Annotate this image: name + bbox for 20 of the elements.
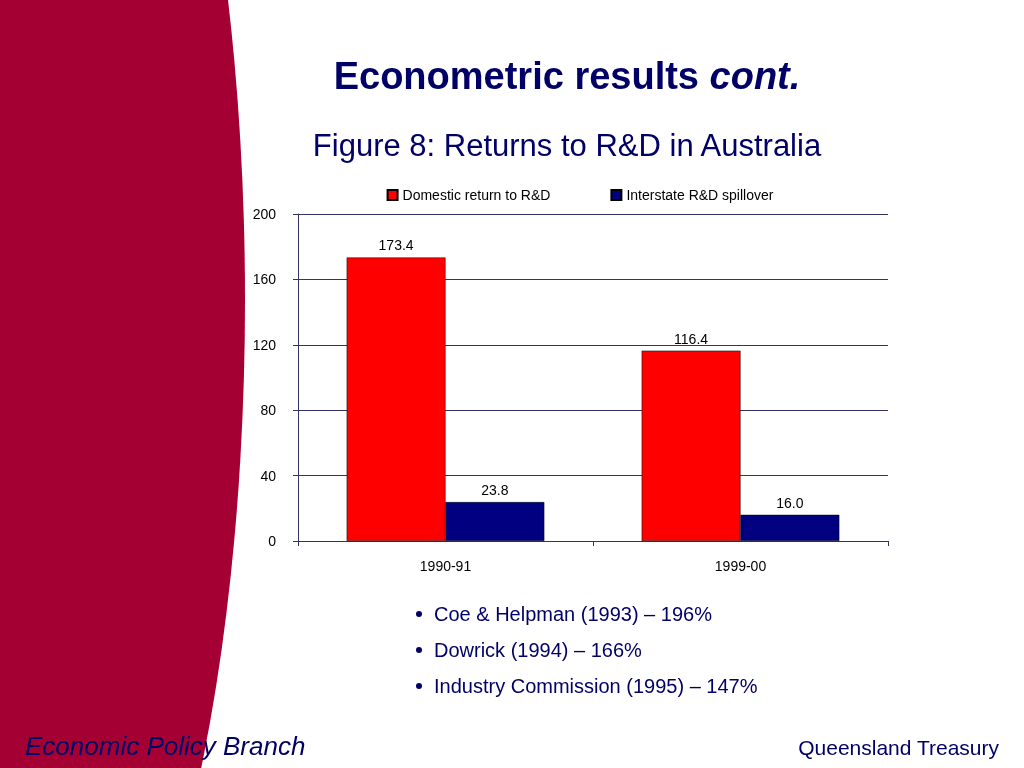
chart-subtitle: Figure 8: Returns to R&D in Australia bbox=[311, 128, 823, 164]
data-label: 116.4 bbox=[674, 330, 709, 347]
y-tick-label: 40 bbox=[260, 467, 277, 484]
text: Coe & Helpman (1993) – 196% bbox=[433, 602, 713, 627]
data-label: 16.0 bbox=[776, 494, 804, 511]
data-label: 173.4 bbox=[378, 237, 414, 254]
y-tick-label: 120 bbox=[252, 336, 277, 353]
x-tick-label: 1990-91 bbox=[419, 558, 472, 574]
text: Industry Commission (1995) – 147% bbox=[433, 674, 758, 699]
legend-label: Interstate R&D spillover bbox=[626, 187, 774, 203]
text: Dowrick (1994) – 166% bbox=[433, 638, 643, 663]
y-tick-label: 0 bbox=[268, 533, 277, 549]
x-tick-label: 1999-00 bbox=[714, 558, 767, 574]
text: Queensland Treasury bbox=[798, 736, 999, 760]
data-label: 23.8 bbox=[481, 482, 509, 499]
chart-title: Econometric results cont. bbox=[332, 55, 802, 98]
y-tick-label: 160 bbox=[252, 271, 277, 288]
y-tick-label: 200 bbox=[252, 206, 277, 222]
y-tick-label: 80 bbox=[260, 402, 277, 419]
legend-label: Domestic return to R&D bbox=[402, 187, 551, 203]
